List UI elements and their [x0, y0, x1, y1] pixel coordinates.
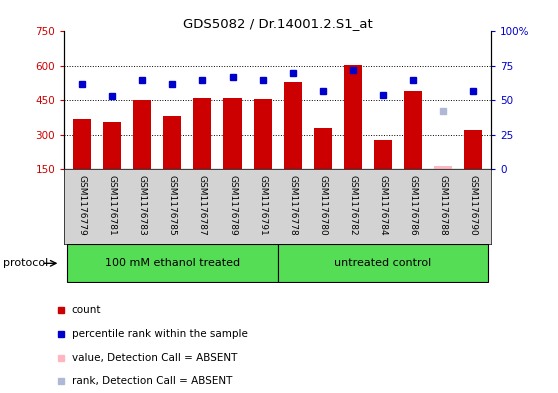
Bar [67, 244, 278, 282]
Text: GSM1176785: GSM1176785 [168, 175, 177, 236]
Bar [194, 98, 211, 169]
Bar [344, 65, 362, 169]
Text: 100 mM ethanol treated: 100 mM ethanol treated [105, 258, 240, 268]
Text: rank, Detection Call = ABSENT: rank, Detection Call = ABSENT [72, 376, 232, 386]
Bar [464, 130, 482, 169]
Text: untreated control: untreated control [334, 258, 431, 268]
Text: percentile rank within the sample: percentile rank within the sample [72, 329, 248, 339]
Text: GSM1176779: GSM1176779 [78, 175, 86, 236]
Text: protocol: protocol [3, 258, 48, 268]
Text: GSM1176778: GSM1176778 [288, 175, 297, 236]
Text: GSM1176788: GSM1176788 [439, 175, 448, 236]
Text: value, Detection Call = ABSENT: value, Detection Call = ABSENT [72, 353, 237, 363]
Bar [278, 244, 488, 282]
Bar [224, 98, 242, 169]
Bar [404, 91, 422, 169]
Text: GSM1176787: GSM1176787 [198, 175, 207, 236]
Bar [253, 99, 272, 169]
Bar [133, 100, 151, 169]
Text: GSM1176789: GSM1176789 [228, 175, 237, 236]
Text: GSM1176780: GSM1176780 [318, 175, 327, 236]
Text: count: count [72, 305, 102, 316]
Text: GSM1176790: GSM1176790 [469, 175, 478, 236]
Text: GSM1176786: GSM1176786 [408, 175, 417, 236]
Bar [103, 122, 121, 169]
Bar [374, 140, 392, 169]
Bar [283, 82, 302, 169]
Bar [314, 128, 331, 169]
Bar [73, 119, 91, 169]
Text: GSM1176781: GSM1176781 [108, 175, 117, 236]
Text: GSM1176782: GSM1176782 [348, 175, 357, 235]
Text: GSM1176784: GSM1176784 [378, 175, 387, 235]
Bar [163, 116, 181, 169]
Text: GSM1176791: GSM1176791 [258, 175, 267, 236]
Text: GSM1176783: GSM1176783 [138, 175, 147, 236]
Bar [434, 165, 452, 169]
Title: GDS5082 / Dr.14001.2.S1_at: GDS5082 / Dr.14001.2.S1_at [182, 17, 373, 30]
